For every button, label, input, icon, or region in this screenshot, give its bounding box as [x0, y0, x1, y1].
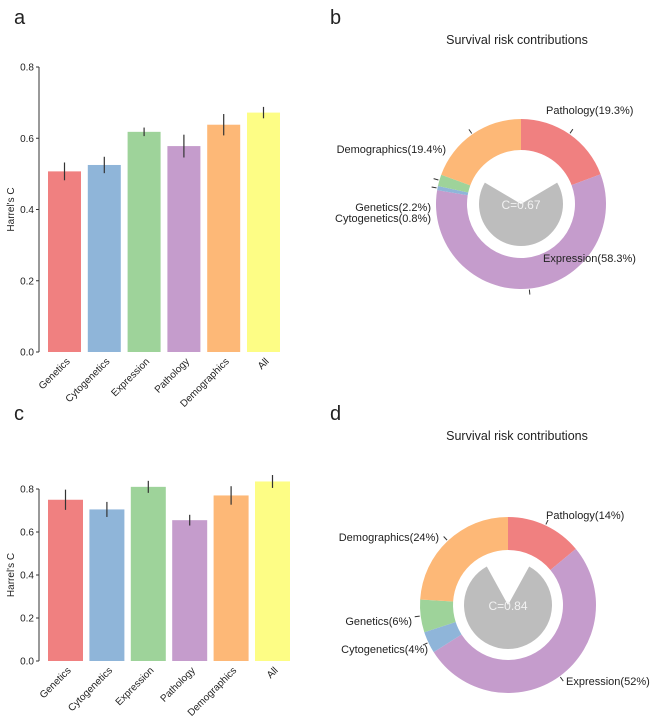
- bar-expression: [130, 486, 166, 661]
- x-tick-label: Pathology: [153, 356, 192, 395]
- y-tick-label: 0.2: [20, 276, 34, 287]
- x-tick-label: Genetics: [38, 665, 74, 701]
- bar-cytogenetics: [87, 164, 121, 352]
- slice-label-pathology: Pathology(19.3%): [546, 105, 633, 117]
- bar-pathology: [172, 520, 208, 661]
- panel-letter-d: d: [330, 403, 341, 425]
- label-leader: [433, 178, 439, 181]
- y-tick-label: 0.8: [20, 485, 34, 496]
- slice-label-genetics: Genetics(6%): [345, 616, 412, 628]
- slice-pathology: [521, 119, 601, 186]
- bar-chart-c: 0.0 0.2 0.4 0.6 0.8 Harrel's C GeneticsCytogen…: [6, 475, 290, 719]
- label-leader: [468, 129, 473, 134]
- center-sector: [464, 566, 552, 650]
- x-tick-label: Pathology: [159, 665, 198, 704]
- y-axis-label: Harrel's C: [6, 187, 17, 231]
- x-tick-label: All: [256, 356, 272, 372]
- y-tick-label: 0.4: [20, 571, 34, 582]
- slice-genetics: [437, 174, 471, 193]
- x-tick-label: Genetics: [37, 356, 73, 392]
- label-leader: [414, 615, 420, 618]
- label-leader: [431, 186, 437, 189]
- label-leader: [443, 536, 448, 541]
- slice-cytogenetics: [437, 185, 469, 196]
- y-tick-label: 0.6: [20, 528, 34, 539]
- center-sector: [479, 182, 563, 246]
- donut-chart-b: Survival risk contributions Pathology(19.…: [335, 33, 636, 295]
- slice-expression: [433, 548, 596, 693]
- slice-label-cytogenetics: Cytogenetics(4%): [341, 644, 428, 656]
- slice-label-cytogenetics: Cytogenetics(0.8%): [335, 213, 431, 225]
- x-tick-label: Cytogenetics: [66, 665, 115, 714]
- label-leader: [422, 642, 428, 646]
- slice-label-demographics: Demographics(24%): [339, 532, 439, 544]
- bar-genetics: [48, 171, 81, 352]
- panel-letter-a: a: [14, 7, 26, 29]
- panel-letter-b: b: [330, 7, 341, 29]
- center-label: C=0.67: [501, 198, 540, 212]
- label-leader: [559, 676, 564, 682]
- y-tick-label: 0.6: [20, 134, 34, 145]
- y-tick-label: 0.0: [20, 348, 34, 359]
- bar-genetics: [48, 499, 83, 661]
- x-tick-label: Expression: [114, 665, 157, 708]
- chart-title: Survival risk contributions: [446, 429, 588, 443]
- bar-pathology: [167, 146, 201, 352]
- y-axis-label: Harrel's C: [6, 553, 17, 597]
- slice-label-genetics: Genetics(2.2%): [355, 202, 431, 214]
- bar-expression: [127, 131, 161, 352]
- slice-label-demographics: Demographics(19.4%): [337, 144, 446, 156]
- bar-cytogenetics: [89, 509, 125, 661]
- y-tick-label: 0.0: [20, 657, 34, 668]
- y-tick-label: 0.8: [20, 63, 34, 74]
- x-tick-label: Expression: [109, 356, 152, 399]
- bar-demographics: [213, 495, 249, 661]
- y-tick-label: 0.2: [20, 614, 34, 625]
- chart-title: Survival risk contributions: [446, 33, 588, 47]
- label-leader: [545, 519, 549, 525]
- bar-all: [247, 112, 280, 352]
- bar-all: [255, 481, 290, 661]
- slice-label-expression: Expression(52%): [566, 676, 650, 688]
- slice-label-expression: Expression(58.3%): [543, 253, 636, 265]
- slice-cytogenetics: [424, 621, 462, 653]
- label-leader: [569, 128, 574, 134]
- donut-chart-d: Survival risk contributions Pathology(14%…: [339, 429, 650, 693]
- bar-demographics: [207, 124, 241, 353]
- y-tick-label: 0.4: [20, 205, 34, 216]
- slice-label-pathology: Pathology(14%): [546, 510, 624, 522]
- slice-demographics: [420, 517, 508, 602]
- slice-expression: [435, 174, 606, 289]
- x-tick-label: All: [265, 665, 281, 681]
- center-label: C=0.84: [488, 599, 527, 613]
- panel-letter-c: c: [14, 403, 24, 425]
- slice-demographics: [441, 119, 521, 186]
- slice-pathology: [508, 517, 576, 570]
- slice-genetics: [420, 599, 456, 633]
